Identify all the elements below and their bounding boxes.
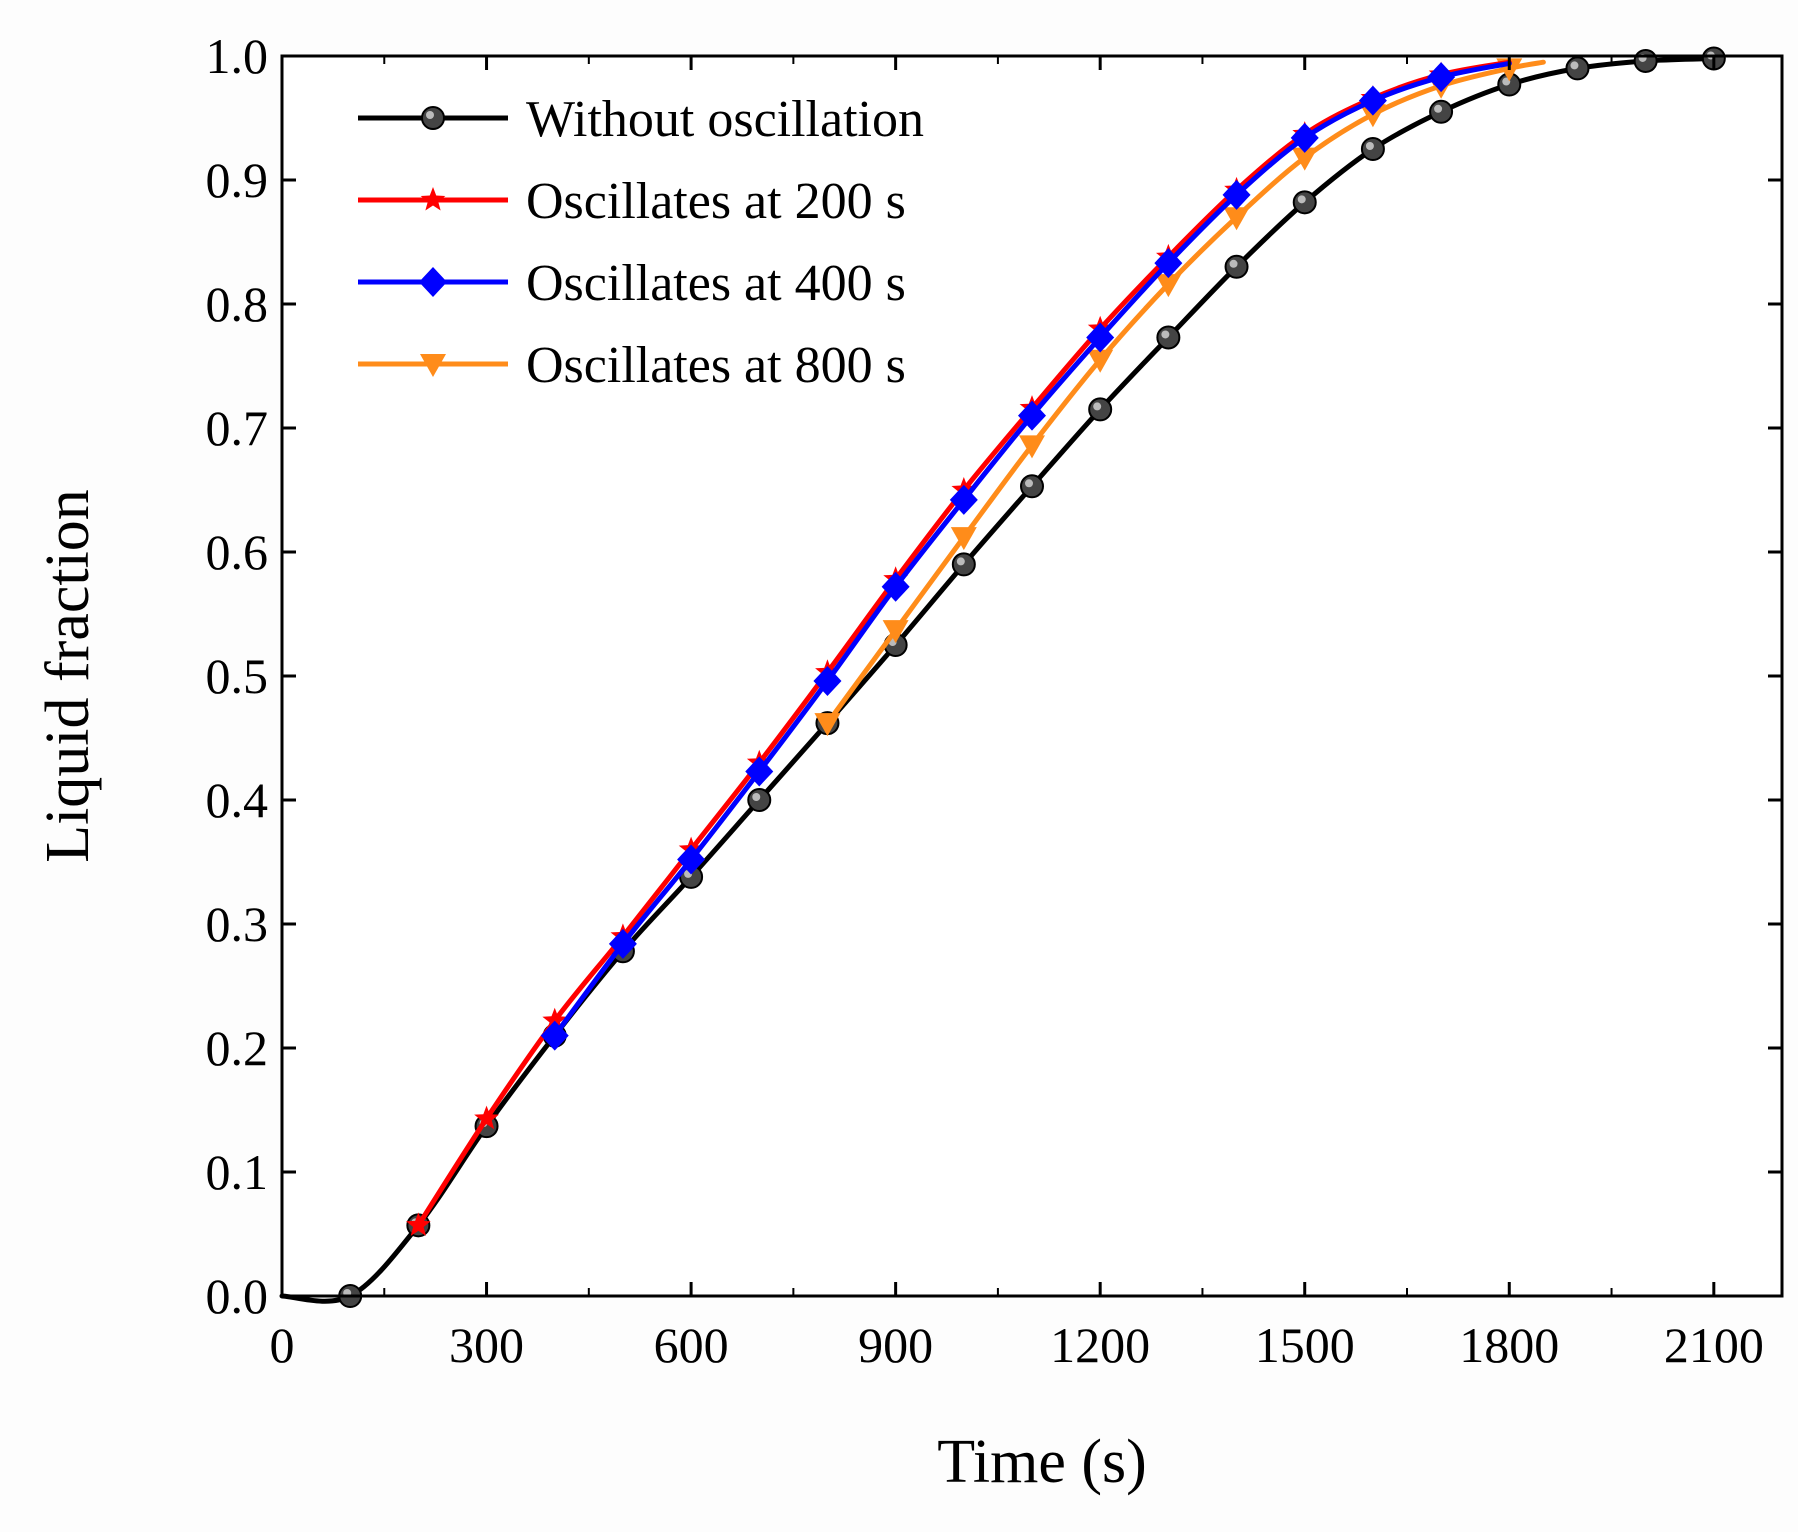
legend-swatch-marker: [419, 267, 447, 297]
legend-label: Oscillates at 400 s: [526, 255, 906, 312]
x-tick-label: 1500: [1255, 1317, 1355, 1373]
data-point: [1290, 122, 1319, 153]
data-point: [1429, 99, 1454, 124]
y-tick-label: 0.1: [206, 1144, 269, 1200]
x-tick-label: 300: [449, 1317, 524, 1373]
data-point: [1360, 137, 1385, 161]
data-point-highlight: [752, 793, 761, 801]
x-tick-label: 600: [654, 1317, 729, 1373]
data-point-highlight: [956, 557, 965, 566]
data-point: [1291, 147, 1318, 171]
legend-entry: Oscillates at 800 s: [358, 337, 906, 394]
data-point: [951, 552, 976, 577]
data-point: [1019, 435, 1045, 459]
series-layer: [279, 46, 1726, 1308]
data-point: [1633, 48, 1658, 73]
y-tick-label: 0.8: [206, 276, 269, 332]
y-tick-label: 0.4: [206, 772, 269, 828]
data-point-highlight: [1570, 61, 1579, 70]
data-point: [813, 665, 842, 696]
data-point: [1154, 248, 1183, 279]
data-point: [1156, 325, 1181, 350]
data-point: [1224, 254, 1249, 279]
data-point: [1222, 179, 1251, 210]
data-point-highlight: [1434, 104, 1443, 113]
data-point: [1427, 62, 1456, 93]
data-point-highlight: [1025, 479, 1033, 488]
data-point: [1088, 397, 1113, 422]
y-tick-label: 1.0: [206, 28, 269, 84]
series-line: [552, 60, 1512, 1039]
y-tick-label: 0.5: [206, 648, 269, 704]
data-point-highlight: [1365, 142, 1374, 150]
x-tick-label: 900: [858, 1317, 933, 1373]
data-point: [1565, 56, 1590, 81]
data-point: [1359, 104, 1386, 128]
legend-entry: Without oscillation: [358, 91, 924, 148]
legend-label: Without oscillation: [526, 91, 924, 148]
y-tick-label: 0.9: [206, 152, 269, 208]
legend-entry: Oscillates at 400 s: [358, 255, 906, 312]
plot-area: [282, 56, 1782, 1296]
series-oscillates-at-400-s: [540, 60, 1512, 1051]
data-point: [747, 788, 772, 812]
data-point-highlight: [1297, 195, 1306, 204]
data-point: [1018, 400, 1046, 431]
y-tick-label: 0.7: [206, 400, 269, 456]
legend-swatch-marker: [421, 106, 445, 130]
legend-label: Oscillates at 800 s: [526, 337, 906, 394]
legend-entry: Oscillates at 200 s: [358, 173, 906, 230]
plot-frame: [280, 54, 1784, 1298]
data-point: [882, 620, 909, 644]
x-tick-label: 2100: [1664, 1317, 1764, 1373]
legend: Without oscillation Oscillates at 200 s Os…: [358, 91, 924, 394]
data-point: [1358, 85, 1387, 116]
y-tick-label: 0.2: [206, 1020, 269, 1076]
y-tick-label: 0.3: [206, 896, 269, 952]
y-tick-label: 0.6: [206, 524, 269, 580]
data-point: [745, 756, 774, 787]
data-point: [608, 928, 637, 959]
legend-swatch-marker: [420, 354, 446, 377]
data-point: [949, 484, 978, 515]
data-point: [1087, 349, 1114, 373]
data-point: [474, 1105, 499, 1130]
legend-swatch-marker: [420, 187, 446, 211]
x-tick-label: 0: [270, 1317, 295, 1373]
data-point: [542, 1007, 568, 1032]
legend-swatch-marker-highlight: [426, 111, 434, 119]
data-point: [950, 527, 977, 551]
data-point-highlight: [1093, 402, 1102, 411]
data-point: [814, 713, 841, 737]
data-point: [1086, 322, 1115, 353]
data-point: [881, 571, 910, 602]
data-point-highlight: [1161, 330, 1170, 339]
data-point: [1020, 474, 1044, 499]
data-point: [1223, 207, 1250, 231]
legend-label: Oscillates at 200 s: [526, 173, 906, 230]
x-tick-label: 1200: [1050, 1317, 1150, 1373]
x-tick-label: 1800: [1459, 1317, 1559, 1373]
data-point-highlight: [1229, 259, 1238, 268]
data-point: [405, 1212, 431, 1236]
axes-layer: 0 300 600 900 1200 1500 1800 2100 0.0 0.1 0.2 0.3 0.…: [206, 28, 1784, 1373]
data-point: [677, 844, 706, 875]
data-point: [1155, 274, 1182, 298]
y-axis-title: Liquid fraction: [34, 489, 102, 863]
data-point: [540, 1020, 569, 1051]
x-axis-title: Time (s): [937, 1428, 1147, 1496]
y-tick-label: 0.0: [206, 1268, 269, 1324]
data-point: [1292, 190, 1317, 215]
